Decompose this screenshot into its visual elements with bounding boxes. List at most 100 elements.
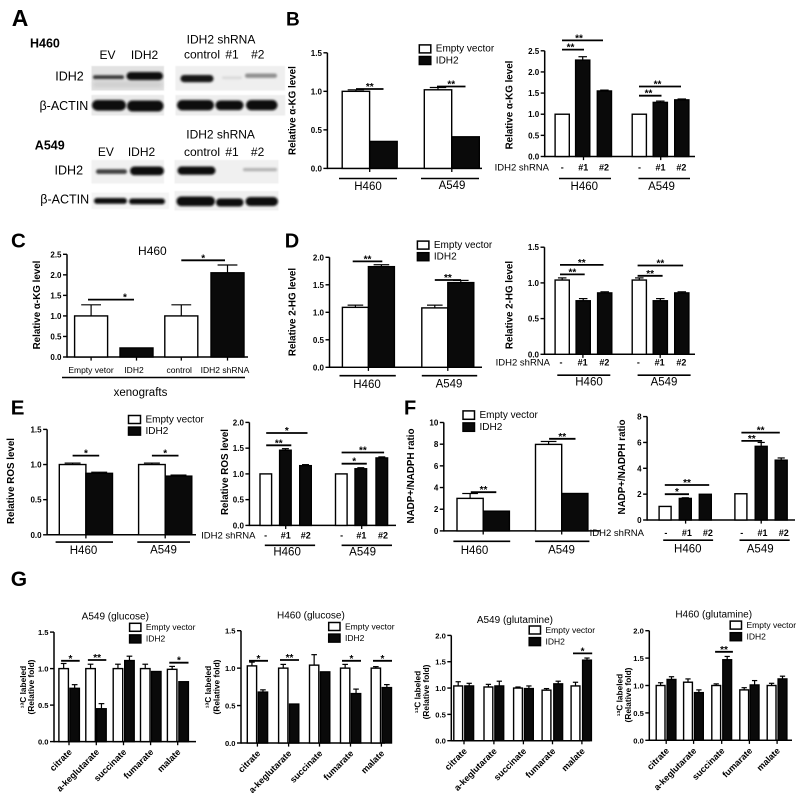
- svg-text:-: -: [264, 531, 267, 541]
- svg-text:β-ACTIN: β-ACTIN: [40, 193, 89, 207]
- svg-text:1.0: 1.0: [30, 461, 42, 470]
- svg-text:#2: #2: [676, 358, 686, 368]
- svg-text:1.5: 1.5: [528, 243, 540, 252]
- svg-text:control: control: [184, 48, 220, 62]
- svg-text:1.5: 1.5: [30, 425, 42, 434]
- svg-text:1.5: 1.5: [50, 291, 62, 300]
- svg-text:H460: H460: [273, 547, 301, 559]
- svg-text:IDH2 shRNA: IDH2 shRNA: [496, 358, 551, 369]
- svg-text:1.5: 1.5: [311, 49, 323, 58]
- svg-text:0.0: 0.0: [233, 521, 245, 530]
- svg-text:Empty vector: Empty vector: [436, 44, 495, 55]
- svg-text:4: 4: [637, 464, 642, 473]
- svg-text:0.5: 0.5: [633, 709, 644, 718]
- svg-text:#1: #1: [225, 145, 239, 159]
- svg-text:Relative α-KG level: Relative α-KG level: [505, 60, 516, 149]
- svg-text:#1: #1: [225, 48, 239, 62]
- svg-text:0.0: 0.0: [50, 353, 62, 362]
- svg-text:2: 2: [434, 505, 439, 514]
- svg-text:Relative 2-HG level: Relative 2-HG level: [288, 268, 299, 356]
- svg-text:1.5: 1.5: [38, 628, 49, 637]
- svg-text:(Relative fold): (Relative fold): [211, 659, 221, 714]
- svg-text:0.5: 0.5: [435, 710, 446, 719]
- svg-text:1.0: 1.0: [233, 470, 245, 479]
- svg-text:H460 (glutamine): H460 (glutamine): [675, 610, 752, 621]
- svg-text:-: -: [664, 528, 667, 538]
- svg-text:IDH2 shRNA: IDH2 shRNA: [201, 531, 256, 542]
- svg-text:IDH2: IDH2: [146, 634, 166, 644]
- svg-text:**: **: [366, 82, 374, 93]
- svg-text:A549: A549: [651, 377, 678, 389]
- svg-text:A549: A549: [747, 544, 774, 556]
- svg-text:#2: #2: [251, 48, 265, 62]
- svg-text:#1: #1: [578, 163, 588, 173]
- svg-text:**: **: [656, 259, 664, 270]
- svg-text:IDH2: IDH2: [55, 164, 84, 178]
- svg-text:*: *: [350, 654, 354, 665]
- svg-text:(Relative fold): (Relative fold): [421, 664, 431, 719]
- svg-text:-: -: [740, 528, 743, 538]
- svg-text:*: *: [163, 449, 167, 460]
- svg-text:Relative α-KG level: Relative α-KG level: [288, 66, 299, 155]
- svg-text:0.0: 0.0: [30, 531, 42, 540]
- svg-text:H460: H460: [353, 379, 381, 391]
- svg-text:NADP+/NADPH ratio: NADP+/NADPH ratio: [406, 428, 417, 523]
- svg-text:IDH2: IDH2: [146, 426, 169, 437]
- svg-text:NADP+/NADPH ratio: NADP+/NADPH ratio: [617, 419, 628, 514]
- svg-text:**: **: [359, 446, 367, 457]
- svg-text:0.5: 0.5: [528, 131, 540, 140]
- svg-text:xenografts: xenografts: [114, 387, 168, 399]
- svg-text:EV: EV: [98, 145, 114, 159]
- svg-text:IDH2: IDH2: [480, 422, 503, 433]
- svg-text:1.0: 1.0: [528, 279, 540, 288]
- svg-text:-: -: [560, 358, 563, 368]
- svg-text:**: **: [757, 426, 765, 437]
- svg-text:**: **: [683, 478, 691, 489]
- svg-text:Relative 2-HG level: Relative 2-HG level: [505, 261, 516, 349]
- svg-text:IDH2: IDH2: [436, 55, 459, 66]
- svg-text:0.5: 0.5: [313, 336, 325, 345]
- svg-text:Empty vector: Empty vector: [146, 414, 205, 425]
- svg-text:0.5: 0.5: [225, 702, 236, 711]
- svg-text:IDH2: IDH2: [434, 252, 457, 263]
- svg-text:**: **: [578, 258, 586, 269]
- svg-text:**: **: [480, 485, 488, 496]
- svg-text:**: **: [93, 653, 101, 664]
- svg-text:Relative ROS level: Relative ROS level: [6, 438, 17, 524]
- svg-text:C: C: [11, 229, 26, 252]
- svg-text:0.5: 0.5: [30, 496, 42, 505]
- svg-text:2.5: 2.5: [528, 47, 540, 56]
- svg-text:Empty vetor: Empty vetor: [68, 365, 114, 375]
- svg-text:IDH2: IDH2: [124, 365, 144, 375]
- svg-text:A549: A549: [648, 181, 675, 193]
- svg-text:**: **: [575, 33, 583, 44]
- svg-text:**: **: [444, 273, 452, 284]
- svg-text:**: **: [447, 80, 455, 91]
- svg-text:*: *: [84, 449, 88, 460]
- svg-text:IDH2: IDH2: [128, 145, 156, 159]
- svg-text:Empty vector: Empty vector: [345, 621, 395, 631]
- svg-text:1.0: 1.0: [225, 664, 236, 673]
- svg-text:(Relative fold): (Relative fold): [623, 667, 633, 722]
- svg-text:(Relative fold): (Relative fold): [26, 659, 36, 714]
- svg-text:control: control: [184, 145, 220, 159]
- svg-text:Empty vector: Empty vector: [747, 620, 797, 630]
- svg-text:A549: A549: [436, 379, 463, 391]
- svg-text:¹³C labeled: ¹³C labeled: [413, 671, 423, 713]
- svg-text:8: 8: [434, 440, 439, 449]
- svg-text:IDH2 shRNA: IDH2 shRNA: [495, 163, 550, 174]
- svg-text:F: F: [404, 397, 416, 419]
- svg-text:#1: #1: [655, 163, 665, 173]
- svg-text:*: *: [177, 656, 181, 667]
- svg-text:control: control: [166, 365, 192, 375]
- svg-text:**: **: [568, 267, 576, 278]
- svg-text:0.0: 0.0: [633, 736, 644, 745]
- svg-text:2.5: 2.5: [50, 250, 62, 259]
- svg-text:A549 (glucose): A549 (glucose): [82, 612, 149, 623]
- svg-text:H460: H460: [674, 544, 702, 556]
- svg-text:1.5: 1.5: [313, 281, 325, 290]
- svg-text:*: *: [257, 654, 261, 665]
- svg-text:EV: EV: [99, 48, 115, 62]
- svg-text:*: *: [68, 654, 72, 665]
- svg-text:**: **: [645, 89, 653, 100]
